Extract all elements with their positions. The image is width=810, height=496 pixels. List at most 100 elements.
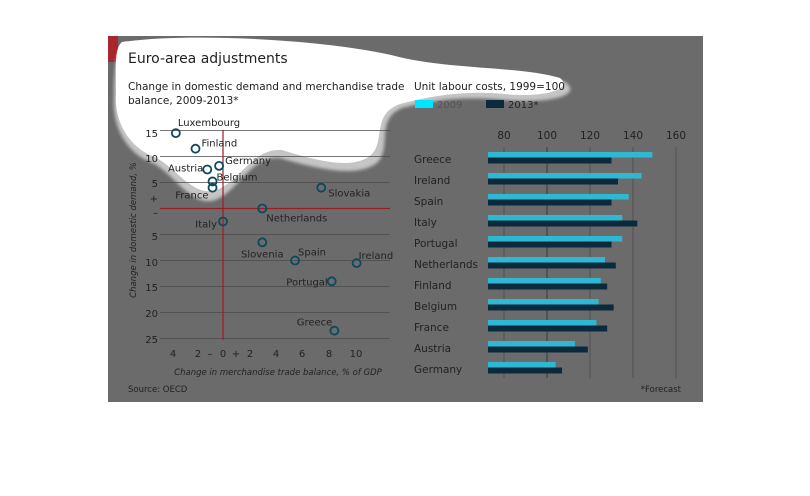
scatter-x-tick-label: 6 <box>299 349 305 360</box>
bar-x-tick-label: 100 <box>537 130 557 142</box>
bar-2009-spain <box>488 194 629 200</box>
legend-label-2009: 2009 <box>437 100 462 111</box>
scatter-point-label-austria: Austria <box>168 164 203 175</box>
scatter-point-belgium <box>207 176 218 187</box>
scatter-subtitle-line-1: Change in domestic demand and merchandis… <box>128 81 405 93</box>
legend-label-2013: 2013* <box>508 100 538 111</box>
scatter-y-tick-label: 15 <box>145 283 158 294</box>
bar-2009-italy <box>488 215 623 221</box>
scatter-x-axis-label: Change in merchandise trade balance, % o… <box>174 368 383 378</box>
bar-2013-portugal <box>488 241 612 248</box>
scatter-point-label-finland: Finland <box>201 139 237 150</box>
bar-x-tick-label: 140 <box>623 130 643 142</box>
scatter-y-tick-label: 20 <box>145 309 158 320</box>
scatter-point-label-greece: Greece <box>297 318 333 329</box>
scatter-x-tick-label: 0 <box>220 349 226 360</box>
scatter-y-tick-label: 25 <box>145 335 158 346</box>
bar-category-label-finland: Finland <box>414 280 452 292</box>
scatter-point-label-italy: Italy <box>195 220 217 231</box>
bar-2009-ireland <box>488 173 642 179</box>
chart-title: Euro-area adjustments <box>128 51 288 67</box>
scatter-x-tick-label: + <box>232 349 240 360</box>
scatter-y-tick-label: 5 <box>152 179 158 190</box>
bar-category-label-ireland: Ireland <box>414 175 450 187</box>
scatter-y-axis-label: Change in domestic demand, % <box>129 162 139 298</box>
scatter-point-france <box>207 182 218 193</box>
scatter-point-label-belgium: Belgium <box>217 172 258 183</box>
scatter-y-tick-label: 10 <box>145 258 158 269</box>
scatter-point-label-germany: Germany <box>225 156 271 167</box>
scatter-subtitle-line-2: balance, 2009-2013* <box>128 95 239 107</box>
bar-category-label-spain: Spain <box>414 196 443 208</box>
forecast-note: *Forecast <box>641 385 682 395</box>
scatter-point-austria <box>202 164 213 175</box>
scatter-point-label-luxembourg: Luxembourg <box>178 118 240 129</box>
scatter-point-portugal <box>326 276 337 287</box>
legend-swatch-2009 <box>415 100 433 108</box>
scatter-point-slovenia <box>257 237 268 248</box>
scatter-point-ireland <box>351 258 362 269</box>
bar-category-label-austria: Austria <box>414 343 451 355</box>
scatter-x-tick-label: 10 <box>350 349 363 360</box>
scatter-point-spain <box>290 255 300 266</box>
scatter-y-tick-label: 10 <box>145 154 158 165</box>
legend-swatch-2013 <box>486 100 504 108</box>
scatter-y-tick-label: + <box>150 194 158 205</box>
scatter-point-luxembourg <box>170 128 181 139</box>
bar-2013-ireland <box>488 178 618 185</box>
scatter-point-label-portugal: Portugal <box>286 277 327 288</box>
scatter-x-tick-label: 4 <box>273 349 279 360</box>
scatter-y-tick-label: – <box>153 208 158 219</box>
scatter-x-tick-label: 4 <box>170 349 176 360</box>
bar-2013-belgium <box>488 304 614 311</box>
bar-category-label-netherlands: Netherlands <box>414 259 478 271</box>
scatter-point-label-slovenia: Slovenia <box>241 249 284 260</box>
scatter-x-tick-label: 2 <box>195 349 201 360</box>
bar-2013-france <box>488 325 608 332</box>
bar-category-label-portugal: Portugal <box>414 238 458 250</box>
bar-x-tick-label: 120 <box>580 130 600 142</box>
scatter-point-label-ireland: Ireland <box>359 251 394 262</box>
bar-chart-title: Unit labour costs, 1999=100 <box>414 81 565 93</box>
bar-x-tick-label: 160 <box>666 130 686 142</box>
highlight-overlay <box>115 37 564 192</box>
scatter-x-tick-label: 2 <box>247 349 253 360</box>
bar-2013-spain <box>488 199 612 206</box>
bar-category-label-france: France <box>414 322 449 334</box>
scatter-point-label-france: France <box>175 191 208 202</box>
scatter-point-netherlands <box>257 203 268 214</box>
scatter-point-label-netherlands: Netherlands <box>266 214 327 225</box>
scatter-y-tick-label: 15 <box>145 129 158 140</box>
bar-2009-netherlands <box>488 257 606 263</box>
bar-category-label-germany: Germany <box>414 364 462 376</box>
scatter-y-tick-label: 5 <box>152 232 158 243</box>
scatter-point-italy <box>218 216 228 227</box>
bar-category-label-greece: Greece <box>414 154 451 166</box>
scatter-point-germany <box>214 160 224 171</box>
bar-2009-germany <box>488 362 556 368</box>
bar-2013-germany <box>488 367 563 374</box>
bar-2013-austria <box>488 346 588 353</box>
bar-x-tick-label: 80 <box>497 130 510 142</box>
source-note: Source: OECD <box>128 385 188 395</box>
scatter-point-label-slovakia: Slovakia <box>328 189 370 200</box>
bar-2009-finland <box>488 278 601 284</box>
bar-2013-greece <box>488 157 612 164</box>
brand-accent-bar <box>108 36 118 62</box>
scatter-point-label-spain: Spain <box>298 248 326 259</box>
scatter-point-finland <box>190 143 201 154</box>
bar-2013-netherlands <box>488 262 616 269</box>
bar-2013-italy <box>488 220 638 227</box>
bar-2009-austria <box>488 341 575 347</box>
bar-category-label-belgium: Belgium <box>414 301 457 313</box>
bar-category-label-italy: Italy <box>414 217 437 229</box>
bar-2013-finland <box>488 283 608 290</box>
scatter-point-slovakia <box>316 182 327 193</box>
scatter-x-tick-label: – <box>208 349 213 360</box>
bar-2009-greece <box>488 152 653 158</box>
bar-2009-france <box>488 320 597 326</box>
scatter-point-greece <box>329 325 340 336</box>
bar-2009-belgium <box>488 299 599 305</box>
bar-2009-portugal <box>488 236 623 242</box>
